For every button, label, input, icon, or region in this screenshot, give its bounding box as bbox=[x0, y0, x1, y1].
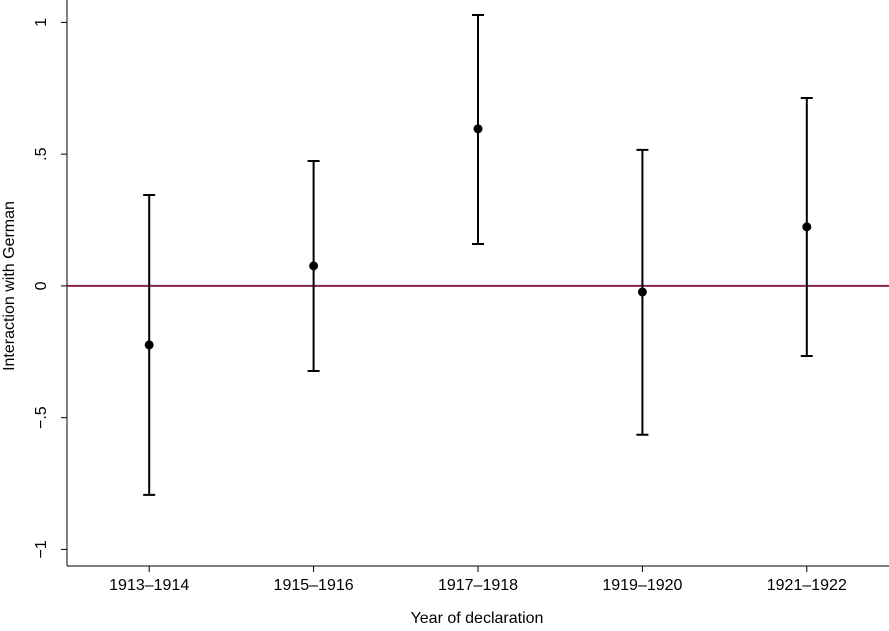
y-tick-label: .5 bbox=[33, 147, 50, 160]
point bbox=[802, 222, 812, 232]
x-tick-label: 1921–1922 bbox=[767, 577, 847, 594]
point bbox=[144, 340, 154, 350]
x-axis-label: Year of declaration bbox=[411, 610, 544, 626]
point bbox=[637, 287, 647, 297]
x-tick-label: 1919–1920 bbox=[602, 577, 682, 594]
point bbox=[309, 261, 319, 271]
y-tick-label: 1 bbox=[33, 18, 50, 27]
y-tick-label: −.5 bbox=[33, 406, 50, 429]
y-tick-label: −1 bbox=[33, 540, 50, 558]
point bbox=[473, 124, 483, 134]
x-tick-label: 1915–1916 bbox=[274, 577, 354, 594]
x-tick-label: 1913–1914 bbox=[109, 577, 189, 594]
y-tick-label: 0 bbox=[33, 281, 50, 290]
y-axis-label: Interaction with German bbox=[1, 201, 18, 371]
x-tick-label: 1917–1918 bbox=[438, 577, 518, 594]
